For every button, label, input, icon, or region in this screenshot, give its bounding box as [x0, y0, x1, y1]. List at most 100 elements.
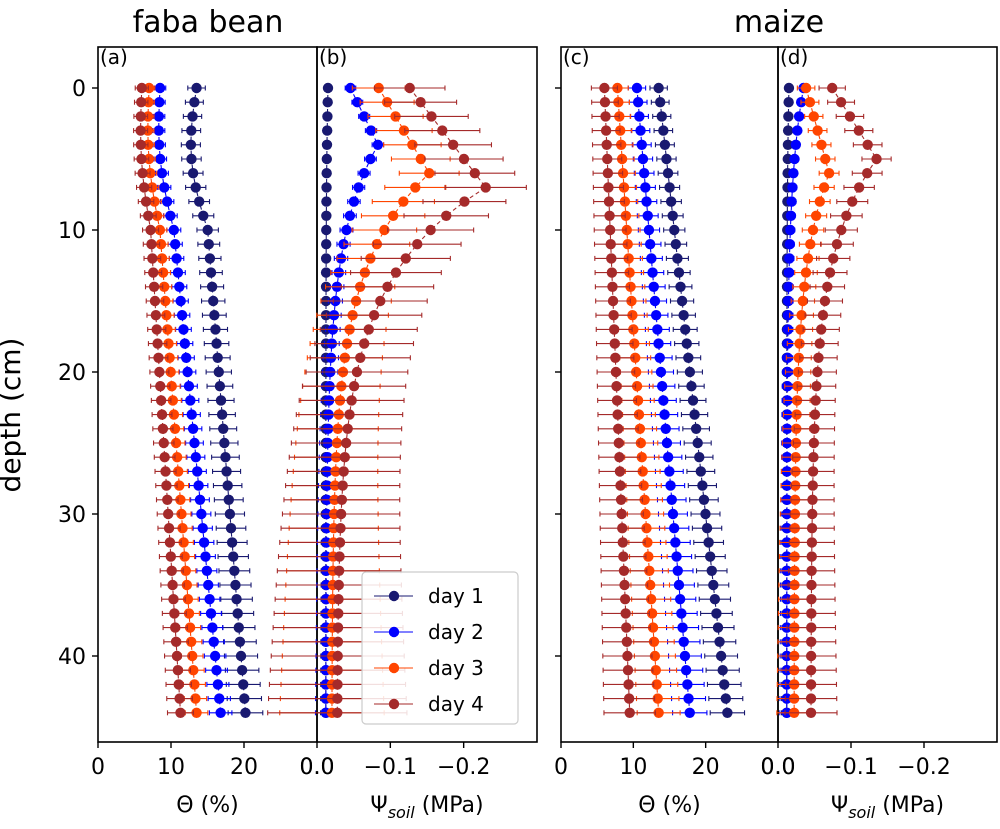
data-point	[164, 537, 176, 548]
data-point	[186, 409, 197, 420]
y-tick-label: 10	[58, 219, 86, 244]
panels: (a) 0 10 20 0.0 Θ (%) (b) 0.0 −0.1 −0.2 Ψsoil (MPa…	[91, 45, 998, 822]
data-point	[189, 437, 200, 449]
data-point	[379, 224, 390, 236]
data-point	[841, 210, 852, 221]
data-point	[333, 565, 345, 576]
data-point	[340, 437, 352, 449]
data-point	[670, 239, 682, 250]
data-point	[211, 338, 222, 349]
data-point	[332, 679, 343, 690]
data-point	[782, 139, 794, 150]
data-point	[600, 125, 612, 136]
data-point	[804, 97, 816, 108]
data-point	[459, 196, 470, 207]
data-point	[648, 636, 660, 647]
data-point	[185, 139, 197, 150]
data-point	[802, 253, 814, 264]
data-point	[630, 366, 642, 378]
data-point	[809, 423, 820, 434]
data-point	[810, 210, 822, 221]
data-point	[619, 579, 630, 591]
data-point	[637, 153, 649, 165]
data-point	[162, 508, 174, 520]
series-day-2	[152, 82, 233, 718]
data-point	[785, 210, 797, 221]
data-point	[653, 707, 664, 718]
data-point	[824, 267, 836, 278]
data-point	[847, 196, 858, 207]
data-point	[206, 281, 218, 292]
legend-label: day 1	[428, 584, 484, 608]
data-point	[639, 494, 650, 505]
data-point	[679, 324, 691, 335]
data-point	[807, 508, 818, 520]
x-tick-label: −0.1	[364, 755, 417, 780]
panel-label: (c)	[563, 45, 590, 69]
data-point	[189, 97, 200, 108]
y-axis-ticks: 0 10 20 30 40	[58, 77, 561, 670]
legend-entry-day-3: day 3	[374, 656, 484, 680]
data-point	[154, 366, 165, 378]
panel-frame	[560, 46, 779, 743]
panel-frame	[97, 46, 318, 743]
data-point	[614, 452, 625, 463]
x-tick-label: 20	[692, 755, 720, 780]
data-point	[346, 395, 357, 406]
data-point	[686, 381, 697, 392]
data-point	[667, 210, 678, 221]
data-point	[612, 409, 623, 420]
data-point	[136, 153, 147, 165]
data-point	[161, 480, 172, 491]
data-point	[794, 338, 805, 349]
data-point	[164, 352, 175, 363]
data-point	[600, 111, 611, 122]
data-point	[156, 409, 168, 420]
data-point	[613, 437, 624, 449]
data-point	[822, 281, 833, 292]
data-point	[677, 622, 688, 633]
x-tick-label: 0.0	[300, 755, 335, 780]
data-point	[153, 125, 164, 136]
data-point	[605, 239, 616, 250]
data-point	[342, 423, 353, 434]
data-point	[641, 196, 652, 207]
data-point	[140, 196, 152, 207]
data-point	[355, 352, 366, 363]
legend-marker	[388, 590, 400, 602]
data-point	[814, 196, 826, 207]
data-point	[321, 239, 332, 250]
data-point	[615, 494, 627, 505]
data-point	[344, 409, 355, 420]
data-point	[805, 665, 817, 676]
data-point	[183, 608, 195, 619]
data-point	[658, 125, 669, 136]
data-point	[636, 452, 647, 463]
data-point	[645, 579, 656, 591]
data-point	[609, 338, 620, 349]
y-axis-label: depth (cm)	[0, 338, 27, 493]
data-point	[174, 693, 185, 704]
data-point	[365, 153, 376, 165]
data-point	[622, 239, 633, 250]
data-point	[171, 253, 182, 264]
data-point	[151, 210, 163, 221]
data-point	[222, 480, 233, 491]
data-point	[626, 295, 637, 307]
data-point	[623, 253, 634, 264]
data-point	[805, 707, 817, 718]
data-point	[632, 395, 644, 406]
data-point	[697, 480, 708, 491]
data-point	[698, 494, 710, 505]
data-point	[641, 523, 652, 534]
data-point	[656, 381, 668, 392]
data-point	[321, 224, 332, 236]
data-point	[160, 466, 171, 477]
data-point	[603, 182, 614, 193]
data-point	[630, 352, 641, 363]
data-point	[811, 381, 822, 392]
data-point	[652, 324, 663, 335]
data-point	[332, 693, 343, 704]
data-point	[687, 395, 699, 406]
